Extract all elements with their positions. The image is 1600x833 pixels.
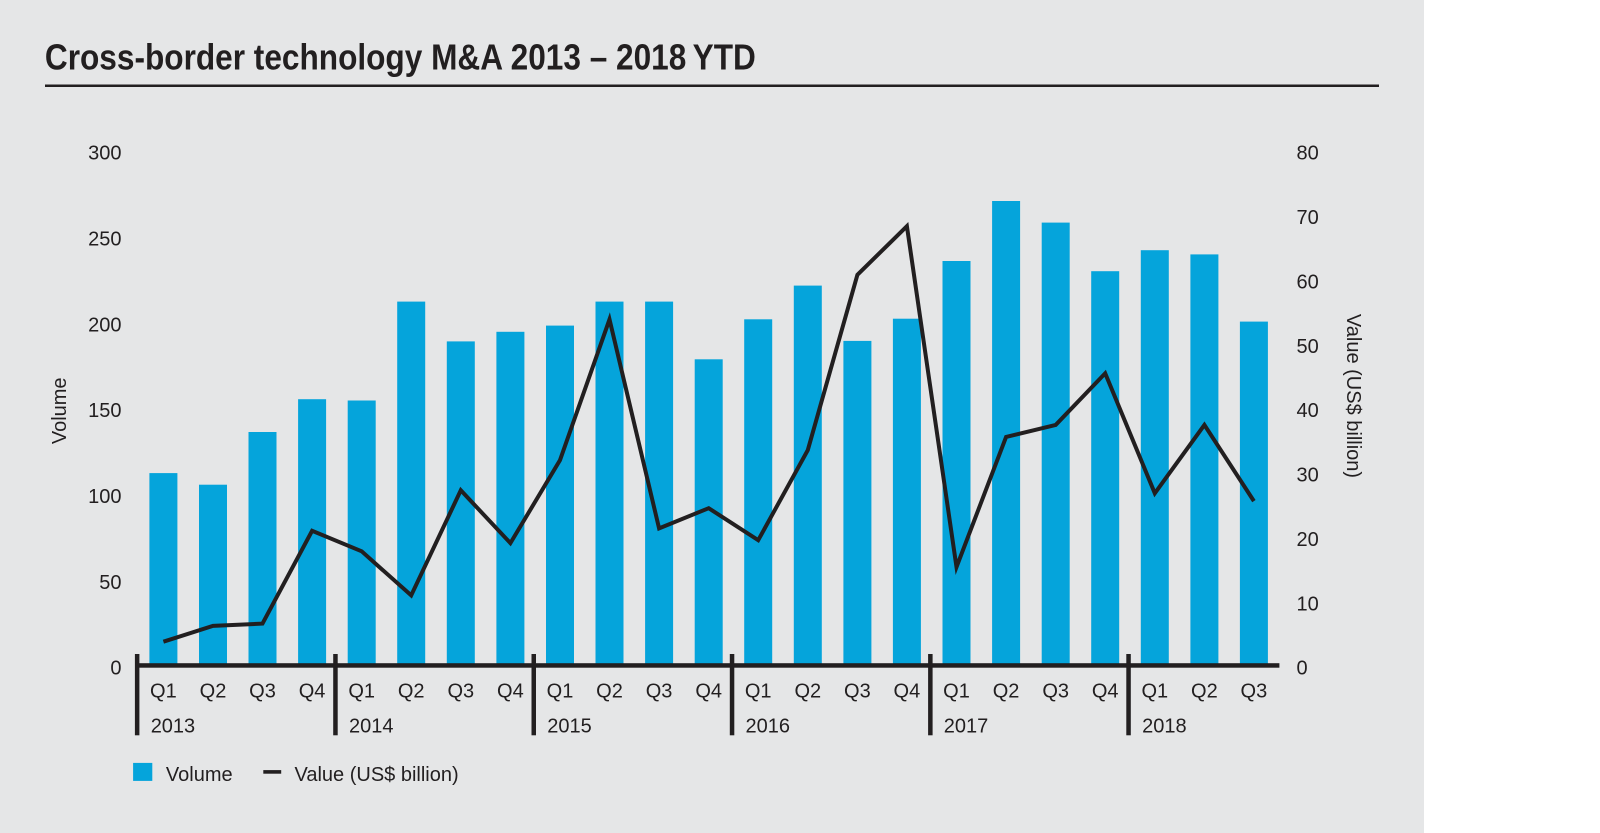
svg-text:Q3: Q3 [844, 681, 871, 703]
svg-text:Q2: Q2 [993, 681, 1020, 703]
svg-text:2014: 2014 [349, 715, 394, 737]
svg-text:Q3: Q3 [249, 681, 276, 703]
svg-text:Q1: Q1 [150, 681, 177, 703]
svg-text:Q2: Q2 [398, 681, 425, 703]
svg-text:2016: 2016 [746, 715, 791, 737]
svg-text:Volume: Volume [166, 764, 233, 786]
svg-text:Value (US$ billion): Value (US$ billion) [295, 764, 459, 786]
svg-text:100: 100 [88, 486, 121, 508]
svg-text:50: 50 [99, 572, 121, 594]
svg-text:2013: 2013 [151, 715, 196, 737]
svg-text:Cross-border technology M&A 20: Cross-border technology M&A 2013 – 2018 … [45, 38, 756, 78]
svg-text:Q1: Q1 [547, 681, 574, 703]
svg-text:Q2: Q2 [1191, 681, 1218, 703]
svg-text:2017: 2017 [944, 715, 989, 737]
svg-text:0: 0 [1297, 658, 1308, 680]
svg-text:10: 10 [1297, 593, 1319, 615]
svg-text:Q1: Q1 [745, 681, 772, 703]
svg-text:Q1: Q1 [348, 681, 375, 703]
svg-text:Q3: Q3 [646, 681, 673, 703]
svg-text:300: 300 [88, 143, 121, 165]
svg-text:Q2: Q2 [200, 681, 227, 703]
svg-text:Value (US$ billion): Value (US$ billion) [1342, 314, 1364, 478]
svg-text:30: 30 [1297, 465, 1319, 487]
svg-text:Q4: Q4 [894, 681, 921, 703]
svg-text:Q2: Q2 [794, 681, 821, 703]
svg-text:Q1: Q1 [1141, 681, 1168, 703]
svg-text:Q4: Q4 [299, 681, 326, 703]
svg-text:50: 50 [1297, 336, 1319, 358]
svg-text:250: 250 [88, 229, 121, 251]
svg-text:Q3: Q3 [1241, 681, 1268, 703]
svg-text:80: 80 [1297, 143, 1319, 165]
svg-text:150: 150 [88, 400, 121, 422]
svg-text:2018: 2018 [1142, 715, 1187, 737]
svg-text:Q1: Q1 [943, 681, 970, 703]
svg-text:Q4: Q4 [497, 681, 524, 703]
svg-text:20: 20 [1297, 529, 1319, 551]
svg-text:Q3: Q3 [447, 681, 474, 703]
svg-text:200: 200 [88, 314, 121, 336]
svg-text:60: 60 [1297, 271, 1319, 293]
svg-text:40: 40 [1297, 400, 1319, 422]
svg-text:Volume: Volume [49, 377, 71, 444]
svg-text:Q4: Q4 [1092, 681, 1119, 703]
svg-text:70: 70 [1297, 207, 1319, 229]
svg-text:0: 0 [110, 658, 121, 680]
svg-text:Q4: Q4 [695, 681, 722, 703]
svg-text:2015: 2015 [547, 715, 592, 737]
svg-text:Q2: Q2 [596, 681, 623, 703]
svg-text:Q3: Q3 [1042, 681, 1069, 703]
